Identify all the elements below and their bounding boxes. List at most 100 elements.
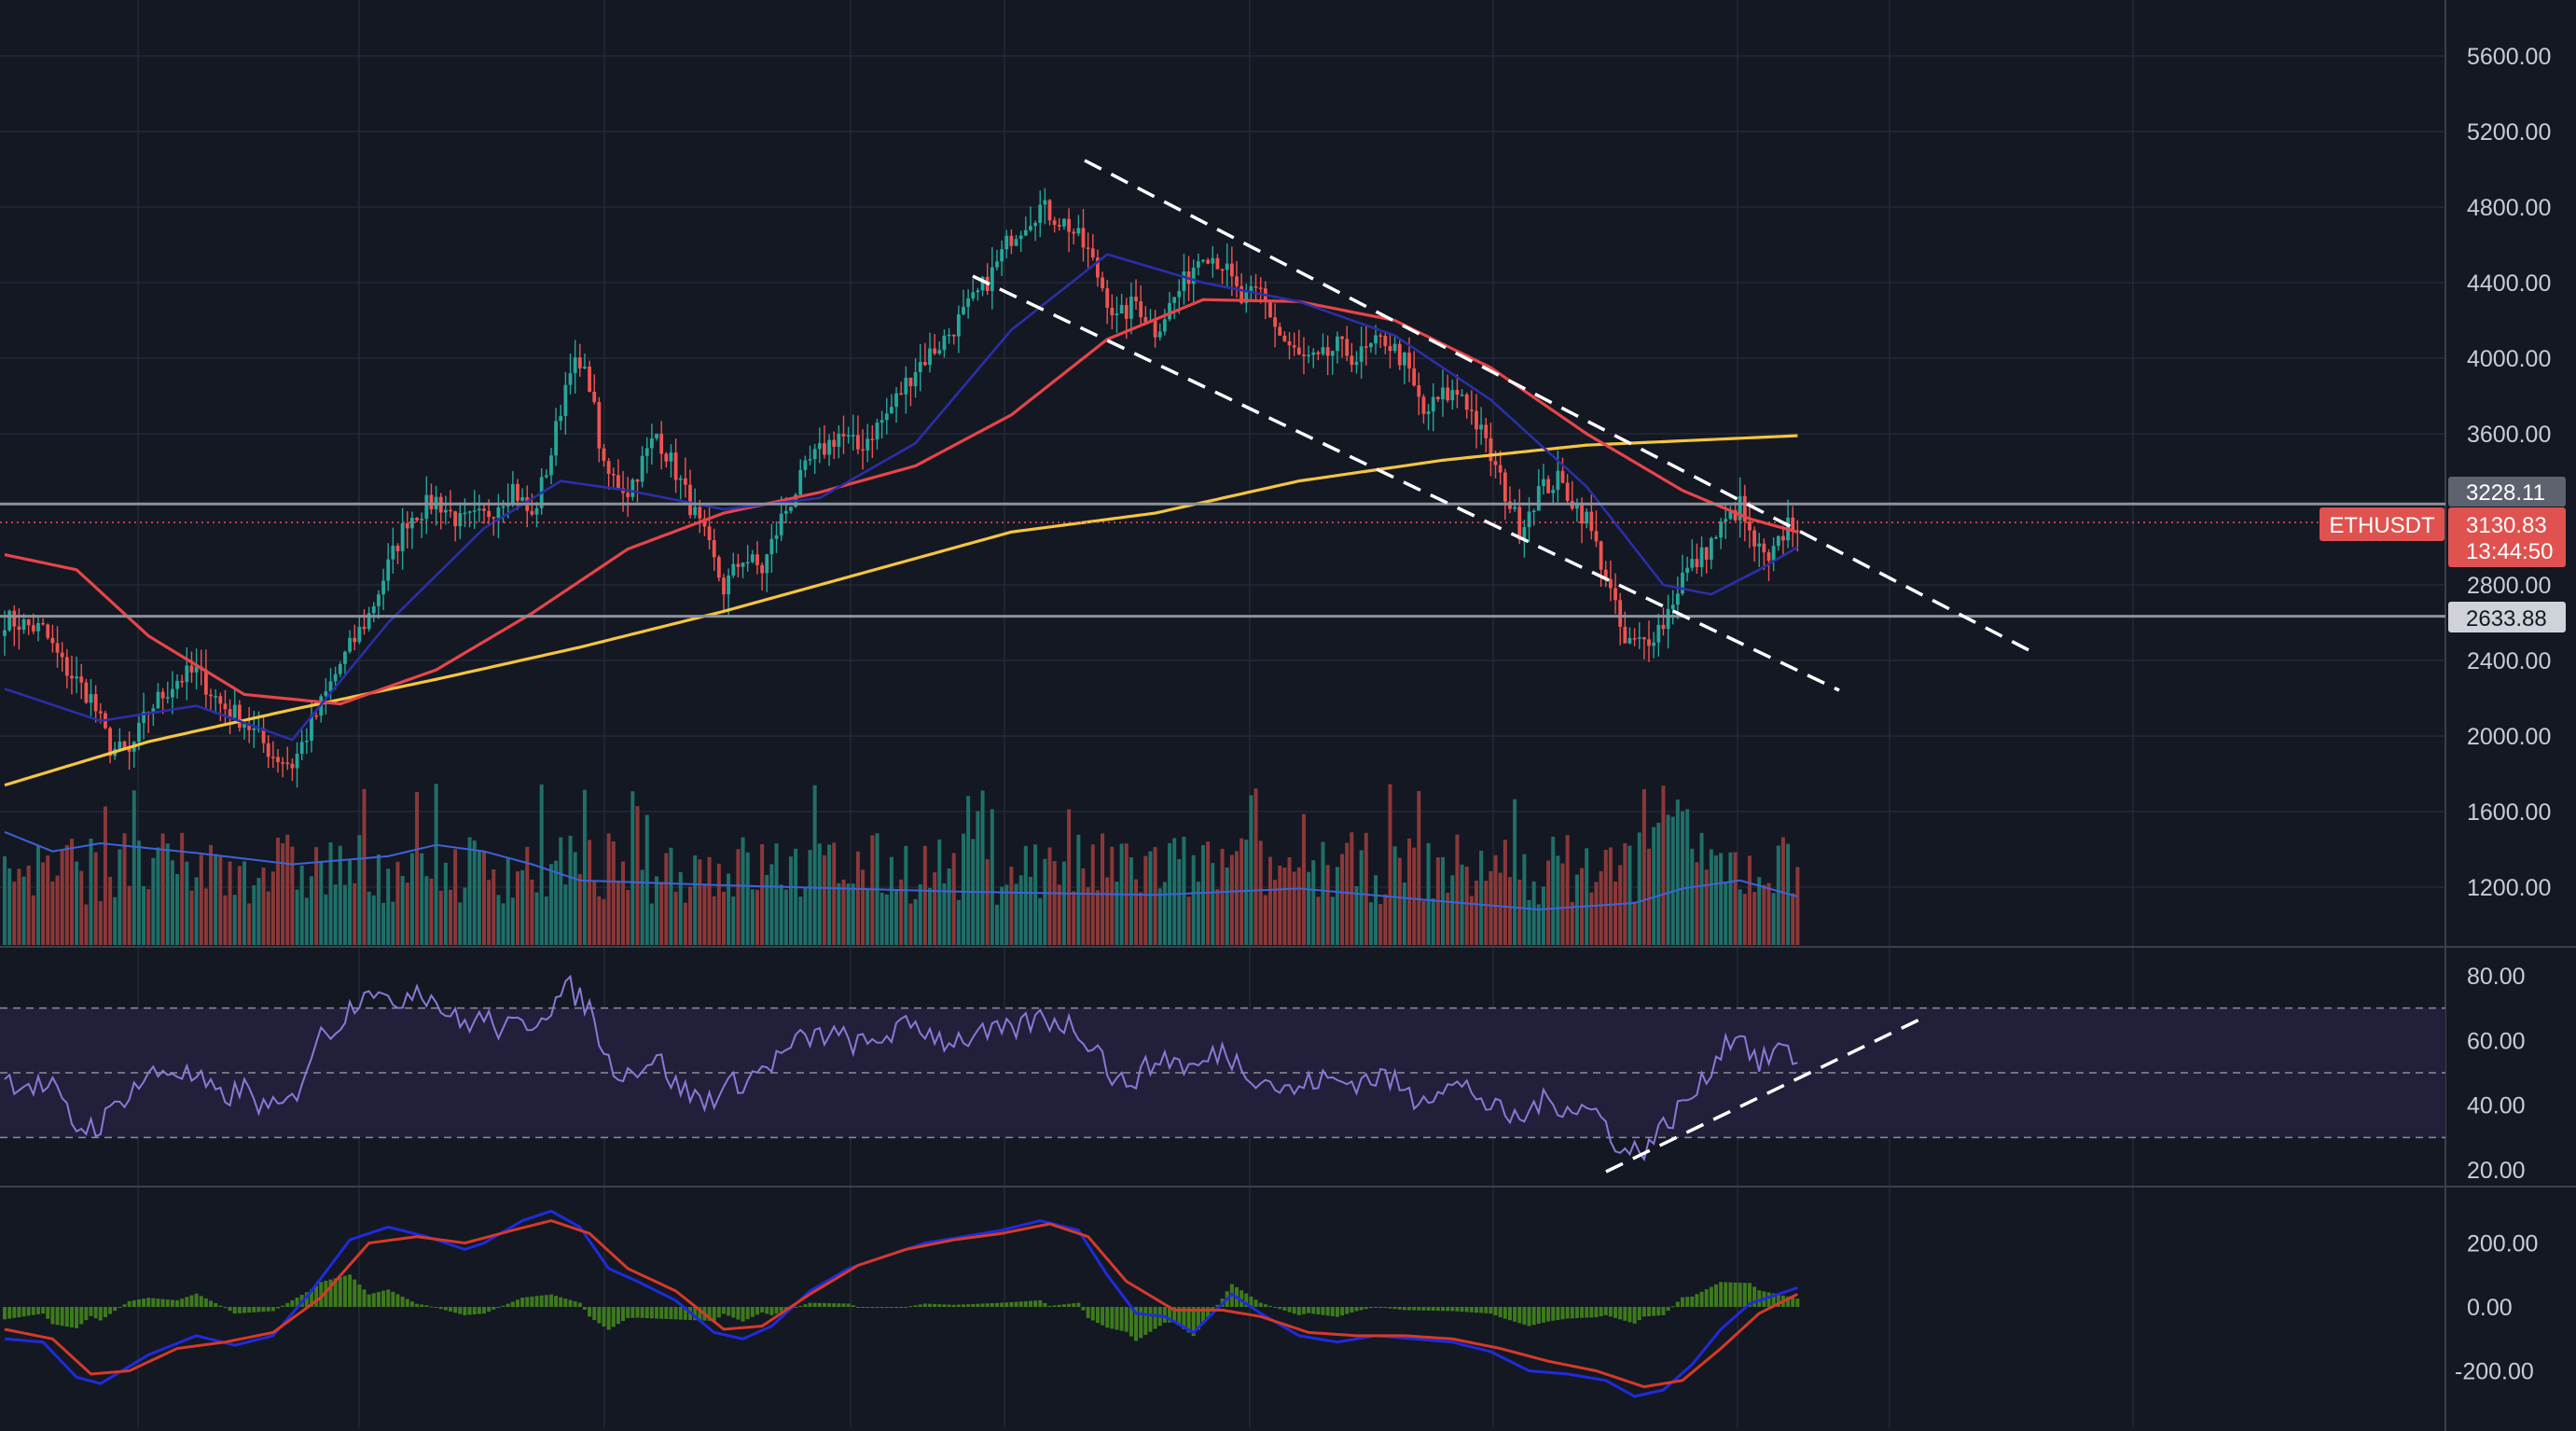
candle-body-161 — [774, 535, 779, 539]
volume-bar-57 — [275, 837, 280, 945]
volume-bar-348 — [1670, 816, 1675, 945]
volume-bar-41 — [199, 854, 203, 945]
volume-bar-121 — [582, 789, 587, 945]
volume-bar-322 — [1546, 860, 1551, 945]
ma-fast-line — [4, 253, 1799, 742]
candle-body-71 — [343, 651, 347, 664]
macd-hist-bar-222 — [1067, 1303, 1072, 1307]
rsi-axis-label-2: 40.00 — [2467, 1093, 2526, 1119]
candle-body-191 — [918, 362, 922, 373]
macd-hist-bar-138 — [664, 1307, 669, 1319]
candle-body-212 — [1018, 235, 1023, 240]
volume-bar-139 — [669, 847, 673, 945]
macd-hist-bar-239 — [1148, 1307, 1153, 1332]
macd-hist-bar-3 — [17, 1307, 21, 1318]
macd-hist-bar-183 — [879, 1307, 884, 1308]
volume-bar-352 — [1690, 848, 1695, 945]
candle-body-322 — [1546, 479, 1550, 493]
candle-body-269 — [1292, 345, 1296, 348]
macd-hist-bar-198 — [951, 1304, 956, 1307]
candle-body-279 — [1340, 336, 1344, 340]
volume-bar-174 — [837, 882, 841, 945]
macd-hist-bar-234 — [1124, 1307, 1129, 1332]
volume-bar-252 — [1211, 863, 1215, 945]
macd-hist-bar-331 — [1589, 1307, 1594, 1318]
volume-bar-295 — [1417, 791, 1421, 945]
macd-hist-bar-220 — [1057, 1304, 1061, 1307]
macd-hist-bar-93 — [449, 1307, 453, 1312]
candle-body-113 — [544, 475, 548, 478]
volume-bar-129 — [621, 861, 626, 945]
macd-hist-bar-313 — [1503, 1307, 1507, 1319]
volume-bar-334 — [1603, 850, 1608, 945]
macd-hist-bar-322 — [1546, 1307, 1551, 1322]
macd-hist-bar-349 — [1675, 1301, 1680, 1307]
trendline-drawings[interactable] — [972, 159, 2039, 1174]
ma-slow-line — [4, 434, 1798, 787]
macd-hist-bar-289 — [1388, 1307, 1392, 1309]
macd-hist-bar-45 — [218, 1305, 223, 1307]
macd-hist-bar-352 — [1690, 1296, 1695, 1307]
price-axis-label-4: 4000.00 — [2467, 346, 2551, 372]
volume-bar-109 — [525, 846, 530, 945]
macd-hist-bar-124 — [597, 1307, 602, 1324]
candle-body-5 — [26, 618, 31, 626]
volume-bar-31 — [151, 857, 156, 945]
macd-hist-bar-250 — [1201, 1307, 1205, 1324]
candle-body-264 — [1268, 301, 1272, 318]
candle-body-355 — [1704, 547, 1709, 560]
macd-hist-bar-218 — [1047, 1305, 1052, 1307]
macd-hist-bar-76 — [367, 1294, 371, 1307]
volume-bar-312 — [1498, 872, 1503, 945]
candle-body-74 — [357, 626, 362, 643]
volume-bar-265 — [1273, 880, 1278, 945]
macd-hist-bar-223 — [1072, 1303, 1076, 1307]
candle-body-96 — [463, 512, 467, 515]
macd-hist-bar-227 — [1090, 1307, 1095, 1321]
volume-bar-298 — [1431, 898, 1435, 945]
candle-body-61 — [295, 753, 299, 769]
candle-body-370 — [1776, 535, 1780, 547]
candle-body-207 — [995, 261, 999, 268]
macd-hist-bar-277 — [1330, 1307, 1335, 1317]
macd-hist-bar-2 — [12, 1307, 17, 1318]
candle-body-265 — [1273, 317, 1277, 327]
volume-bar-370 — [1776, 845, 1780, 945]
candle-body-42 — [203, 669, 208, 695]
macd-hist-bar-167 — [803, 1304, 808, 1307]
volume-bar-205 — [985, 859, 990, 945]
volume-bar-80 — [386, 868, 391, 945]
macd-hist-bar-268 — [1287, 1307, 1292, 1313]
candle-body-215 — [1033, 222, 1037, 227]
macd-hist-bar-228 — [1095, 1307, 1100, 1324]
volume-bar-303 — [1455, 834, 1460, 945]
volume-bar-7 — [35, 846, 40, 945]
macd-hist-bar-46 — [223, 1307, 228, 1309]
macd-hist-bar-307 — [1474, 1307, 1478, 1313]
candle-body-48 — [232, 704, 237, 718]
macd-hist-bar-366 — [1757, 1290, 1762, 1307]
volume-bar-236 — [1134, 879, 1139, 945]
volume-bar-125 — [602, 898, 606, 945]
macd-hist-bar-321 — [1541, 1307, 1545, 1323]
volume-bar-213 — [1023, 845, 1028, 945]
volume-bar-247 — [1186, 896, 1191, 945]
candle-body-293 — [1407, 352, 1411, 368]
volume-bar-314 — [1507, 877, 1512, 945]
macd-hist-bar-311 — [1493, 1307, 1498, 1316]
candle-body-172 — [827, 439, 831, 455]
macd-hist-bar-317 — [1522, 1307, 1527, 1325]
candle-body-319 — [1531, 510, 1536, 513]
volume-bar-189 — [908, 903, 913, 945]
macd-hist-bar-340 — [1632, 1307, 1637, 1324]
candle-body-20 — [98, 711, 103, 714]
macd-hist-bar-66 — [319, 1282, 324, 1307]
volume-bar-241 — [1157, 888, 1162, 945]
candle-body-312 — [1498, 465, 1503, 473]
candle-body-341 — [1637, 637, 1641, 639]
macd-hist-bar-186 — [894, 1307, 899, 1308]
macd-hist-bar-88 — [424, 1305, 429, 1307]
candle-body-93 — [449, 509, 452, 512]
volume-bar-292 — [1402, 882, 1406, 945]
